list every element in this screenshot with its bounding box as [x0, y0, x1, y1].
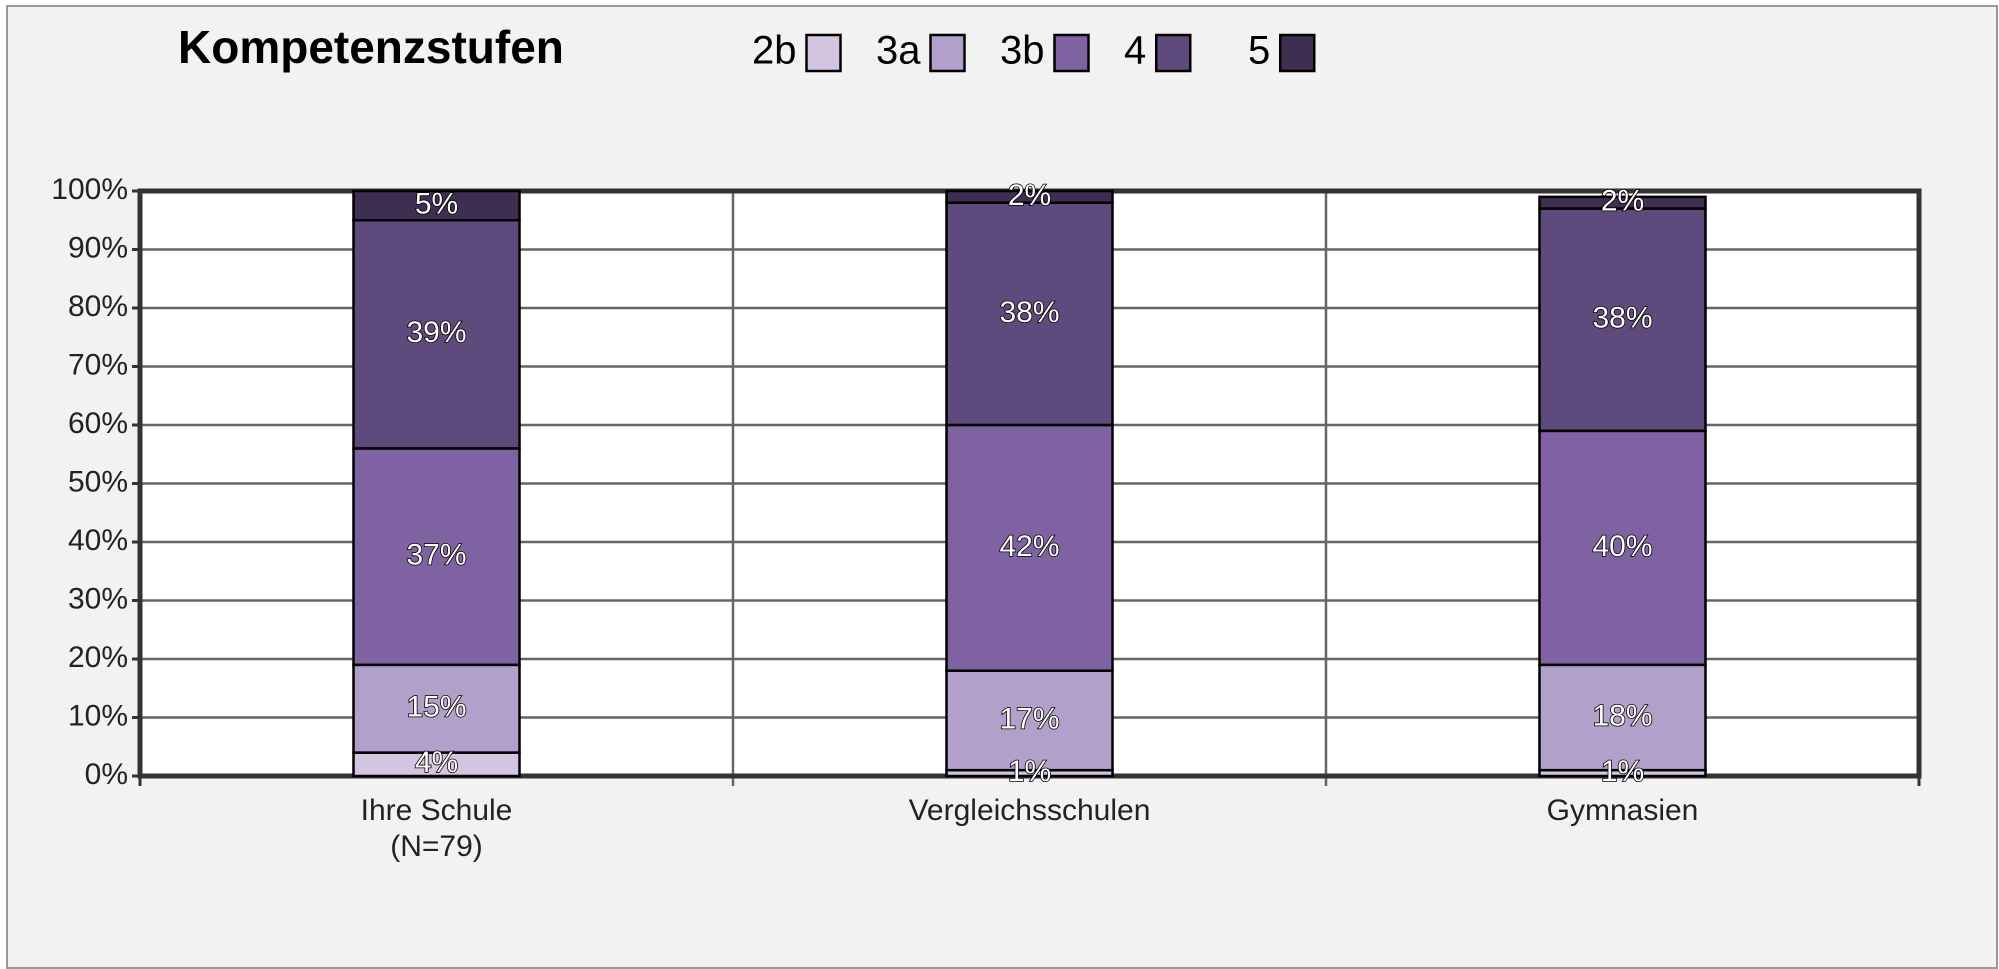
data-label: 38% — [999, 296, 1059, 329]
y-tick-label: 10% — [68, 699, 128, 732]
x-tick-label: Vergleichsschulen — [909, 794, 1151, 827]
data-label: 15% — [406, 691, 466, 724]
legend-label: 3b — [1000, 29, 1045, 73]
legend-swatch — [1053, 33, 1090, 73]
bar-segment — [945, 189, 1114, 204]
legend-label: 4 — [1124, 29, 1146, 73]
chart-title: Kompetenzstufen — [178, 21, 564, 73]
data-label: 42% — [999, 530, 1059, 563]
bar-segment — [1538, 429, 1707, 667]
x-tick-label: Gymnasien — [1547, 794, 1699, 827]
y-tick-label: 100% — [51, 173, 128, 206]
legend-label: 3a — [876, 29, 921, 73]
y-tick-label: 50% — [68, 465, 128, 498]
data-label: 38% — [1592, 302, 1652, 335]
bar-segment — [352, 663, 521, 754]
bar-segment — [1538, 207, 1707, 433]
bar-segment — [1538, 663, 1707, 772]
bar-segment — [945, 423, 1114, 672]
data-label: 40% — [1592, 530, 1652, 563]
legend-label: 5 — [1248, 29, 1270, 73]
data-label: 37% — [406, 539, 466, 572]
data-label: 2% — [1008, 179, 1051, 212]
bar-segment — [945, 201, 1114, 427]
x-tick-label: Ihre Schule (N=79) — [361, 794, 513, 863]
legend-label: 2b — [752, 29, 797, 73]
legend-swatch — [929, 33, 966, 73]
data-label: 39% — [406, 316, 466, 349]
y-tick-label: 60% — [68, 407, 128, 440]
legend-swatch — [1279, 33, 1316, 73]
x-tick-label-line: (N=79) — [390, 830, 483, 863]
y-tick-label: 0% — [85, 758, 128, 791]
data-label: 4% — [415, 746, 458, 779]
y-tick-label: 80% — [68, 290, 128, 323]
data-label: 18% — [1592, 699, 1652, 732]
bar-segment — [352, 189, 521, 222]
data-label: 2% — [1601, 185, 1644, 218]
y-tick-label: 70% — [68, 348, 128, 381]
data-label: 17% — [999, 702, 1059, 735]
y-tick-label: 20% — [68, 641, 128, 674]
legend-swatch — [805, 33, 842, 73]
legend-swatch — [1155, 33, 1192, 73]
y-tick-label: 30% — [68, 582, 128, 615]
x-tick-label-line: Ihre Schule — [361, 794, 513, 827]
data-label: 1% — [1601, 755, 1644, 788]
data-label: 1% — [1008, 755, 1051, 788]
bar-segment — [945, 669, 1114, 772]
y-tick-label: 40% — [68, 524, 128, 557]
bar-segment — [1538, 195, 1707, 210]
bar-segment — [352, 219, 521, 450]
data-label: 5% — [415, 188, 458, 221]
y-tick-label: 90% — [68, 231, 128, 264]
